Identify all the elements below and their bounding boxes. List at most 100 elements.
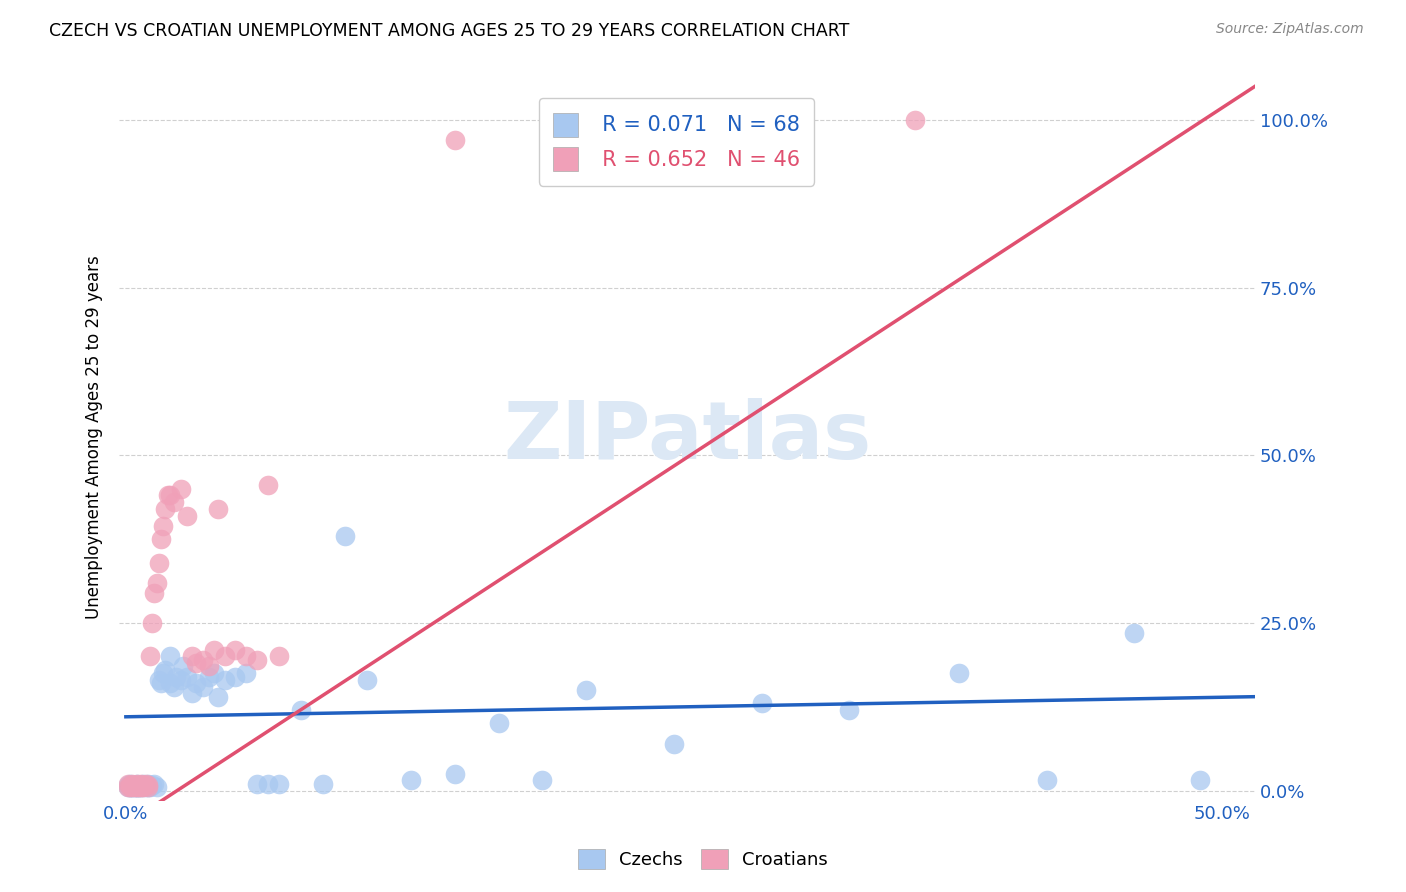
Point xyxy=(257,777,280,791)
Point xyxy=(246,777,269,791)
Point xyxy=(117,777,139,791)
Point xyxy=(1035,773,1057,788)
Point xyxy=(169,673,191,687)
Point xyxy=(269,777,291,791)
Point xyxy=(136,778,159,792)
Point xyxy=(1189,773,1212,788)
Point xyxy=(125,777,148,791)
Point xyxy=(159,649,181,664)
Point xyxy=(838,703,860,717)
Text: CZECH VS CROATIAN UNEMPLOYMENT AMONG AGES 25 TO 29 YEARS CORRELATION CHART: CZECH VS CROATIAN UNEMPLOYMENT AMONG AGE… xyxy=(49,22,849,40)
Point xyxy=(180,649,202,664)
Point xyxy=(149,532,172,546)
Point xyxy=(136,780,159,795)
Legend: Czechs, Croatians: Czechs, Croatians xyxy=(569,839,837,879)
Point xyxy=(128,780,150,795)
Point xyxy=(117,780,139,795)
Point xyxy=(202,666,225,681)
Point xyxy=(224,669,246,683)
Legend:   R = 0.071   N = 68,   R = 0.652   N = 46: R = 0.071 N = 68, R = 0.652 N = 46 xyxy=(538,98,814,186)
Point xyxy=(136,780,159,795)
Point xyxy=(125,780,148,795)
Point xyxy=(135,778,157,792)
Point xyxy=(135,777,157,791)
Point xyxy=(176,669,198,683)
Point xyxy=(904,112,927,127)
Point xyxy=(152,666,174,681)
Point xyxy=(184,676,207,690)
Point xyxy=(129,778,152,792)
Point xyxy=(117,778,139,792)
Point xyxy=(169,482,191,496)
Point xyxy=(224,642,246,657)
Text: Source: ZipAtlas.com: Source: ZipAtlas.com xyxy=(1216,22,1364,37)
Point xyxy=(120,780,142,795)
Point xyxy=(207,502,229,516)
Point xyxy=(139,649,162,664)
Point xyxy=(148,556,170,570)
Point xyxy=(141,778,163,792)
Point xyxy=(129,780,152,795)
Point xyxy=(198,669,221,683)
Point xyxy=(214,673,236,687)
Point xyxy=(165,669,187,683)
Point xyxy=(125,780,148,795)
Point xyxy=(488,716,510,731)
Point xyxy=(312,777,335,791)
Y-axis label: Unemployment Among Ages 25 to 29 years: Unemployment Among Ages 25 to 29 years xyxy=(86,255,103,619)
Point xyxy=(125,777,148,791)
Point xyxy=(132,780,155,795)
Point xyxy=(145,575,167,590)
Point xyxy=(443,766,465,780)
Point xyxy=(1123,626,1146,640)
Point xyxy=(121,777,143,791)
Point xyxy=(129,780,152,795)
Point xyxy=(176,508,198,523)
Point xyxy=(662,737,685,751)
Point xyxy=(132,777,155,791)
Point xyxy=(121,780,143,795)
Point xyxy=(128,778,150,792)
Point xyxy=(269,649,291,664)
Point xyxy=(356,673,378,687)
Point xyxy=(163,495,186,509)
Point xyxy=(399,773,422,788)
Point xyxy=(531,773,554,788)
Point xyxy=(575,683,598,698)
Point xyxy=(128,780,150,795)
Point xyxy=(128,778,150,792)
Point xyxy=(198,659,221,673)
Point xyxy=(135,780,157,795)
Point xyxy=(235,649,257,664)
Point xyxy=(136,777,159,791)
Point xyxy=(202,642,225,657)
Point xyxy=(143,777,166,791)
Point xyxy=(120,780,142,795)
Point xyxy=(333,529,356,543)
Point xyxy=(184,656,207,670)
Point xyxy=(132,780,155,795)
Point xyxy=(751,697,773,711)
Point xyxy=(125,780,148,795)
Point xyxy=(117,780,139,795)
Point xyxy=(159,488,181,502)
Point xyxy=(180,686,202,700)
Point xyxy=(152,518,174,533)
Point xyxy=(145,780,167,795)
Point xyxy=(163,680,186,694)
Point xyxy=(124,780,146,795)
Point xyxy=(235,666,257,681)
Point xyxy=(141,615,163,630)
Point xyxy=(139,780,162,795)
Point xyxy=(443,133,465,147)
Point xyxy=(121,780,143,795)
Point xyxy=(124,780,146,795)
Point xyxy=(290,703,312,717)
Point xyxy=(120,777,142,791)
Point xyxy=(124,778,146,792)
Point xyxy=(159,676,181,690)
Point xyxy=(120,778,142,792)
Point xyxy=(207,690,229,704)
Point xyxy=(214,649,236,664)
Point xyxy=(129,777,152,791)
